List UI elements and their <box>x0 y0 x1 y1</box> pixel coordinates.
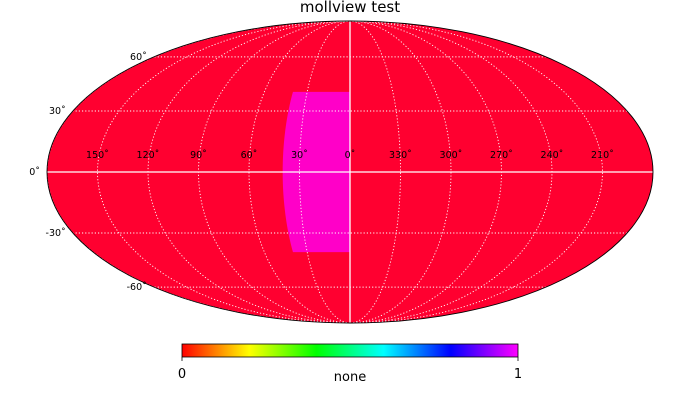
longitude-label: 240˚ <box>541 150 564 161</box>
latitude-label: -30˚ <box>46 228 66 239</box>
latitude-label: -60˚ <box>127 282 147 293</box>
longitude-labels: 150˚ 120˚ 90˚ 60˚ 30˚ 0˚ 330˚ 300˚ 270˚ 240˚ 210˚ <box>86 150 614 161</box>
latitude-labels: 60˚ 30˚ 0˚ -30˚ -60˚ <box>29 52 147 293</box>
longitude-label: 150˚ <box>86 150 109 161</box>
latitude-label: 60˚ <box>130 52 147 63</box>
longitude-label: 300˚ <box>440 150 463 161</box>
longitude-label: 30˚ <box>291 150 308 161</box>
longitude-label: 270˚ <box>490 150 513 161</box>
map-outline <box>46 20 654 324</box>
meridian-line <box>248 21 351 323</box>
colorbar-min-label: 0 <box>178 367 186 382</box>
longitude-label: 120˚ <box>137 150 160 161</box>
latitude-label: 0˚ <box>29 167 40 178</box>
meridian-line <box>349 21 452 323</box>
longitude-label: 90˚ <box>190 150 207 161</box>
colorbar-max-label: 1 <box>514 367 522 382</box>
colorbar <box>181 343 519 358</box>
latitude-label: 30˚ <box>49 106 66 117</box>
longitude-label: 210˚ <box>591 150 614 161</box>
longitude-label: 60˚ <box>241 150 258 161</box>
colorbar-label: none <box>334 370 366 385</box>
longitude-label: 0˚ <box>345 150 356 161</box>
meridian-line <box>299 21 351 323</box>
chart-title: mollview test <box>300 0 400 16</box>
longitude-label: 330˚ <box>389 150 412 161</box>
